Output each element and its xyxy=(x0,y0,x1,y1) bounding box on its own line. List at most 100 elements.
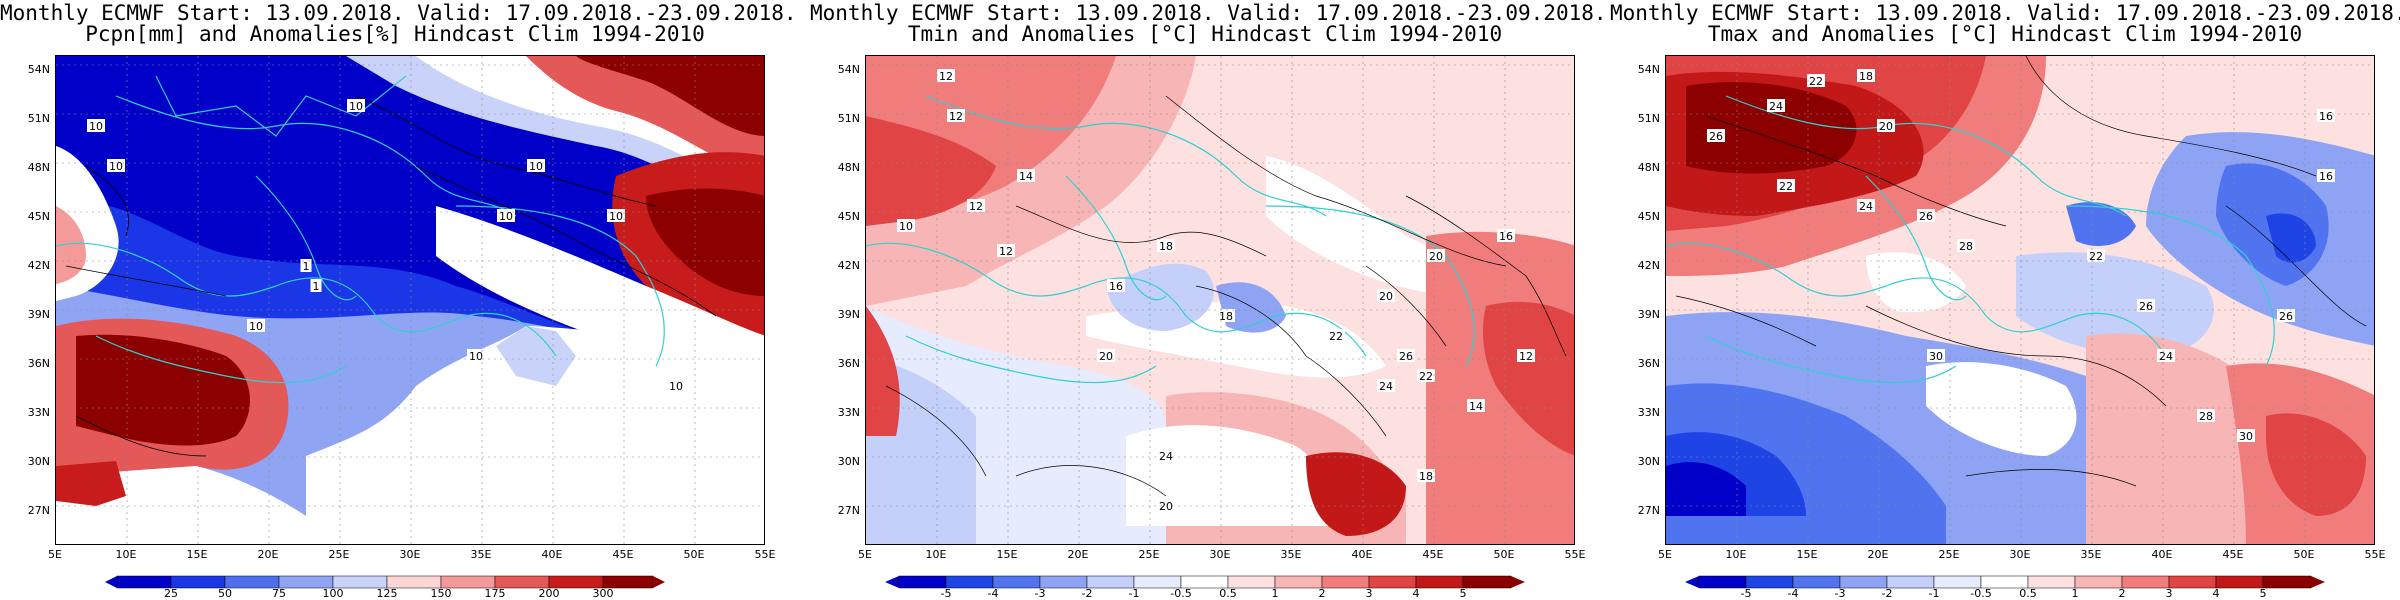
contour-value-label: 24 xyxy=(1767,99,1785,113)
lon-label: 15E xyxy=(1796,548,1818,561)
colorbar-label: 1 xyxy=(1271,587,1279,600)
colorbar-label: 5 xyxy=(2259,587,2267,600)
contour-value-label: 10 xyxy=(497,209,515,223)
contour-value-label: 20 xyxy=(1877,119,1895,133)
colorbar-label: 2 xyxy=(1318,587,1326,600)
panel-subtitle: Tmax and Anomalies [°C] Hindcast Clim 19… xyxy=(1707,22,2303,46)
panel-subtitle: Tmin and Anomalies [°C] Hindcast Clim 19… xyxy=(907,22,1503,46)
svg-text:30: 30 xyxy=(2239,430,2253,443)
contour-value-label: 18 xyxy=(1217,309,1235,323)
lon-label: 35E xyxy=(2080,548,2102,561)
colorbar-label: 300 xyxy=(592,587,614,600)
contour-value-label: 26 xyxy=(1917,209,1935,223)
lon-label: 25E xyxy=(1138,548,1160,561)
lat-label: 54N xyxy=(1637,63,1660,76)
lon-label: 25E xyxy=(1938,548,1960,561)
colorbar-label: 3 xyxy=(1365,587,1373,600)
colorbar-label: -5 xyxy=(940,587,952,600)
contour-value-label: 24 xyxy=(2157,349,2175,363)
colorbar-label: -4 xyxy=(987,587,999,600)
lat-label: 36N xyxy=(27,357,50,370)
svg-text:28: 28 xyxy=(1959,240,1973,253)
svg-text:14: 14 xyxy=(1019,170,1033,183)
contour-value-label: 1 xyxy=(310,279,322,293)
colorbar-label: 200 xyxy=(538,587,560,600)
lat-label: 36N xyxy=(837,357,860,370)
lon-label: 55E xyxy=(754,548,776,561)
contour-value-label: 20 xyxy=(1157,499,1175,513)
colorbar-label: 150 xyxy=(430,587,452,600)
contour-value-label: 10 xyxy=(107,159,125,173)
lat-label: 51N xyxy=(27,112,50,125)
contour-value-label: 10 xyxy=(87,119,105,133)
contour-value-label: 22 xyxy=(1777,179,1795,193)
lon-label: 50E xyxy=(2293,548,2315,561)
contour-value-label: 22 xyxy=(1807,74,1825,88)
colorbar-label: -2 xyxy=(1881,587,1893,600)
map-plot: 22 18 16 24 20 26 22 24 26 28 30 22 26 24 28 30 26 16 xyxy=(1665,55,2375,545)
lon-label: 5E xyxy=(1658,548,1672,561)
lat-label: 45N xyxy=(837,210,860,223)
precip-panel: Monthly ECMWF Start: 13.09.2018. Valid: … xyxy=(0,0,797,600)
map-plot: 10 10 10 10 10 10 1 1 10 10 10 xyxy=(55,55,765,545)
contour-value-label: 20 xyxy=(1427,249,1445,263)
svg-text:22: 22 xyxy=(1419,370,1433,383)
lon-label: 40E xyxy=(541,548,563,561)
svg-text:10: 10 xyxy=(349,100,363,113)
colorbar-label: 3 xyxy=(2165,587,2173,600)
colorbar-label: 0.5 xyxy=(1219,587,1237,600)
lat-label: 39N xyxy=(1637,308,1660,321)
panel-subtitle: Pcpn[mm] and Anomalies[%] Hindcast Clim … xyxy=(85,22,705,46)
colorbar xyxy=(1685,575,2325,589)
contour-value-label: 18 xyxy=(1417,469,1435,483)
map-plot: 12 12 12 14 10 12 18 16 18 20 24 20 26 22 24 20 18 14 12 16… xyxy=(865,55,1575,545)
contour-value-label: 1 xyxy=(300,259,312,273)
colorbar-label: -2 xyxy=(1081,587,1093,600)
lon-label: 10E xyxy=(1725,548,1747,561)
lon-label: 55E xyxy=(1564,548,1586,561)
contour-value-label: 26 xyxy=(2137,299,2155,313)
lat-label: 42N xyxy=(1637,259,1660,272)
colorbar-label: 125 xyxy=(376,587,398,600)
contour-value-label: 12 xyxy=(997,244,1015,258)
lat-label: 42N xyxy=(837,259,860,272)
svg-text:30: 30 xyxy=(1929,350,1943,363)
contour-value-label: 16 xyxy=(2317,109,2335,123)
svg-text:20: 20 xyxy=(1429,250,1443,263)
lon-label: 35E xyxy=(470,548,492,561)
contour-value-label: 18 xyxy=(1857,69,1875,83)
panel-title: Monthly ECMWF Start: 13.09.2018. Valid: … xyxy=(0,1,797,25)
svg-text:18: 18 xyxy=(1219,310,1233,323)
precip-map: 10 10 10 10 10 10 11 10 10 10 xyxy=(56,56,764,544)
svg-text:10: 10 xyxy=(529,160,543,173)
lat-label: 30N xyxy=(27,455,50,468)
svg-text:24: 24 xyxy=(2159,350,2173,363)
lat-label: 39N xyxy=(27,308,50,321)
lat-label: 54N xyxy=(837,63,860,76)
svg-text:10: 10 xyxy=(109,160,123,173)
lat-label: 42N xyxy=(27,259,50,272)
svg-text:22: 22 xyxy=(2089,250,2103,263)
lon-label: 20E xyxy=(1867,548,1889,561)
lat-label: 45N xyxy=(27,210,50,223)
lon-label: 15E xyxy=(186,548,208,561)
colorbar-label: 100 xyxy=(322,587,344,600)
colorbar-swatches xyxy=(1685,575,2325,589)
svg-text:26: 26 xyxy=(1709,130,1723,143)
contour-value-label: 26 xyxy=(2277,309,2295,323)
lon-label: 45E xyxy=(2222,548,2244,561)
svg-text:12: 12 xyxy=(949,110,963,123)
colorbar-label: -0.5 xyxy=(1170,587,1192,600)
contour-value-label: 24 xyxy=(1157,449,1175,463)
svg-text:26: 26 xyxy=(1399,350,1413,363)
colorbar-label: 4 xyxy=(1412,587,1420,600)
lon-label: 20E xyxy=(257,548,279,561)
contour-value-label: 10 xyxy=(247,319,265,333)
lat-label: 27N xyxy=(27,504,50,517)
colorbar-swatches xyxy=(105,575,665,589)
tmin-panel: Monthly ECMWF Start: 13.09.2018. Valid: … xyxy=(810,0,1607,600)
lon-label: 55E xyxy=(2364,548,2386,561)
svg-text:20: 20 xyxy=(1879,120,1893,133)
svg-text:18: 18 xyxy=(1859,70,1873,83)
contour-value-label: 20 xyxy=(1377,289,1395,303)
